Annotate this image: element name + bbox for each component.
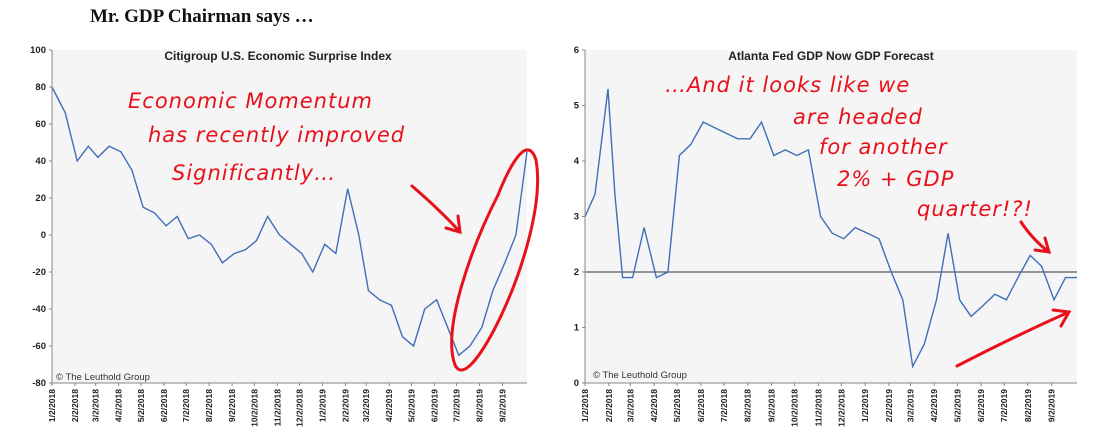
y-tick-label: 100 <box>30 45 46 56</box>
citi-surprise-chart: Citigroup U.S. Economic Surprise Index 1… <box>30 45 540 427</box>
x-tick-label: 5/2/2018 <box>672 389 682 422</box>
x-tick-label: 2/2/2018 <box>70 389 80 422</box>
x-tick-label: 9/2/2018 <box>227 389 237 422</box>
annotation-line-2: are headed <box>793 105 923 129</box>
x-tick-label: 6/2/2019 <box>976 389 986 422</box>
x-tick-label: 7/2/2019 <box>999 389 1009 422</box>
x-tick-label: 6/2/2018 <box>696 389 706 422</box>
x-tick-label: 8/2/2019 <box>1023 389 1033 422</box>
annotation: …And it looks like we are headed for ano… <box>665 73 1072 368</box>
x-tick-label: 11/2/2018 <box>813 389 823 427</box>
credit-text: © The Leuthold Group <box>593 370 687 381</box>
y-tick-label: 6 <box>574 45 579 56</box>
y-tick-label: -40 <box>32 304 46 315</box>
y-tick-label: 0 <box>41 230 46 241</box>
y-tick-label: 60 <box>35 119 46 130</box>
x-tick-label: 1/2/2019 <box>860 389 870 422</box>
x-tick-label: 7/2/2018 <box>719 389 729 422</box>
gdpnow-chart: Atlanta Fed GDP Now GDP Forecast 6543210… <box>574 45 1077 427</box>
y-tick-label: 2 <box>574 267 579 278</box>
annotation-line-5: quarter!?! <box>917 197 1033 221</box>
annotation-line-3: for another <box>819 135 948 159</box>
y-tick-label: 20 <box>35 193 46 204</box>
x-tick-label: 8/2/2018 <box>743 389 753 422</box>
x-tick-label: 12/2/2018 <box>836 389 846 427</box>
series-line <box>51 86 528 357</box>
x-tick-label: 4/2/2019 <box>384 389 394 422</box>
x-tick-label: 7/2/2019 <box>452 389 462 422</box>
annotation-line-2: has recently improved <box>148 123 405 147</box>
x-tick-label: 2/2/2019 <box>340 389 350 422</box>
headline: Mr. GDP Chairman says … <box>90 6 314 27</box>
x-tick-label: 5/2/2018 <box>136 389 146 422</box>
y-tick-label: -60 <box>32 341 46 352</box>
annotation-ellipse <box>450 148 540 372</box>
plot-area <box>585 50 1077 383</box>
x-tick-label: 8/2/2018 <box>204 389 214 422</box>
x-tick-label: 2/2/2018 <box>604 389 614 422</box>
x-tick-label: 6/2/2019 <box>429 389 439 422</box>
x-tick-label: 5/2/2019 <box>406 389 416 422</box>
x-tick-label: 3/2/2019 <box>905 389 915 422</box>
y-tick-label: 40 <box>35 156 46 167</box>
x-tick-label: 6/2/2018 <box>159 389 169 422</box>
x-tick-label: 3/2/2018 <box>625 389 635 422</box>
annotation-line-3: Significantly… <box>172 161 336 185</box>
annotation-line-1: …And it looks like we <box>665 73 910 97</box>
annotation-arrow-lower <box>955 308 1072 368</box>
x-tick-label: 2/2/2019 <box>884 389 894 422</box>
x-tick-label: 3/2/2018 <box>91 389 101 422</box>
annotation: Economic Momentum has recently improved … <box>128 89 540 372</box>
annotation-line-4: 2% + GDP <box>837 167 954 191</box>
y-tick-label: -80 <box>32 378 46 389</box>
x-tick-label: 12/2/2018 <box>295 389 305 427</box>
x-tick-label: 9/2/2018 <box>767 389 777 422</box>
x-tick-label: 9/2/2019 <box>498 389 508 422</box>
x-tick-label: 5/2/2019 <box>952 389 962 422</box>
annotation-line-1: Economic Momentum <box>128 89 373 113</box>
series-line <box>584 88 1077 369</box>
credit-text: © The Leuthold Group <box>56 372 150 383</box>
x-tick-label: 9/2/2019 <box>1047 389 1057 422</box>
x-tick-label: 3/2/2019 <box>361 389 371 422</box>
annotation-arrow-upper <box>1019 220 1052 254</box>
y-tick-label: 80 <box>35 82 46 93</box>
y-tick-label: 0 <box>574 378 579 389</box>
y-tick-label: 4 <box>574 156 580 167</box>
y-tick-label: 3 <box>574 212 579 223</box>
x-tick-label: 10/2/2018 <box>790 389 800 427</box>
x-tick-label: 4/2/2018 <box>649 389 659 422</box>
x-tick-label: 8/2/2019 <box>475 389 485 422</box>
chart-title: Citigroup U.S. Economic Surprise Index <box>164 49 392 63</box>
x-tick-label: 11/2/2018 <box>272 389 282 427</box>
x-tick-label: 1/2/2018 <box>580 389 590 422</box>
x-tick-label: 1/2/2019 <box>317 389 327 422</box>
x-tick-label: 4/2/2019 <box>929 389 939 422</box>
y-tick-label: -20 <box>32 267 46 278</box>
x-tick-label: 7/2/2018 <box>181 389 191 422</box>
x-tick-label: 10/2/2018 <box>249 389 259 427</box>
y-tick-label: 1 <box>574 323 580 334</box>
x-tick-label: 1/2/2018 <box>47 389 57 422</box>
annotation-arrow <box>410 184 462 235</box>
chart-title: Atlanta Fed GDP Now GDP Forecast <box>728 49 934 63</box>
x-tick-label: 4/2/2018 <box>114 389 124 422</box>
y-tick-label: 5 <box>574 101 580 112</box>
